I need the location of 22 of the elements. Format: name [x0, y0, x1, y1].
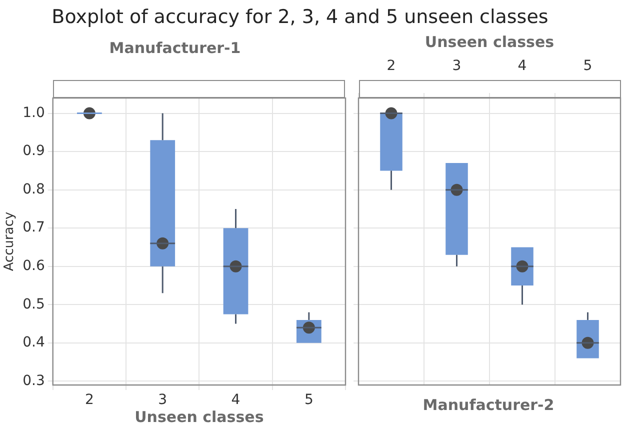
y-tick-label: 0.6 — [22, 258, 45, 274]
x-tick-label: 3 — [158, 392, 168, 408]
y-tick-label: 0.4 — [22, 334, 45, 351]
x-tick-label: 5 — [583, 58, 592, 74]
x-tick-label: 4 — [518, 58, 527, 74]
y-tick-label: 0.9 — [22, 143, 45, 160]
y-tick-label: 1.0 — [22, 104, 45, 121]
x-axis-title: Unseen classes — [134, 408, 264, 426]
text: Manufacturer-2 — [422, 396, 554, 414]
x-tick-label: 5 — [304, 392, 314, 408]
y-tick-label: 0.7 — [22, 220, 45, 236]
y-tick-label: 0.3 — [22, 372, 45, 389]
y-tick-label: 0.5 — [22, 296, 45, 312]
x-tick-label: 2 — [84, 392, 94, 408]
x-tick-label: 3 — [452, 58, 462, 74]
chart-title: Boxplot of accuracy for 2, 3, 4 and 5 unseen classes — [50, 6, 550, 28]
y-axis-title: Accuracy — [2, 212, 18, 272]
chart-subtitle: Manufacturer-1 — [109, 38, 241, 57]
y-tick-label: 0.8 — [22, 181, 45, 198]
x-axis-title: Unseen classes — [424, 32, 554, 51]
x-tick-label: 4 — [231, 392, 240, 408]
x-tick-label: 2 — [386, 58, 396, 74]
